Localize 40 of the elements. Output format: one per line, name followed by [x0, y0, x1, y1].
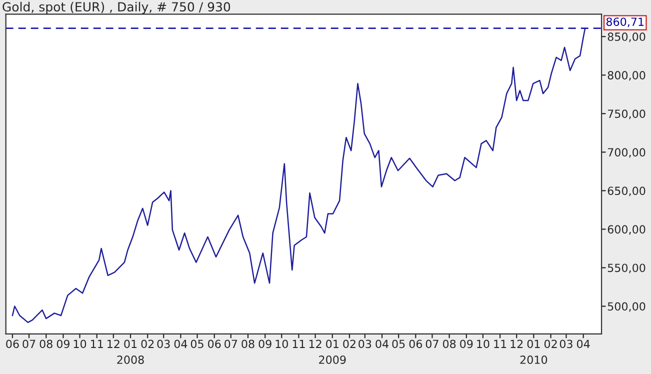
x-tick-label: 07 — [426, 340, 438, 348]
x-tick-label: 10 — [276, 340, 288, 348]
y-tick-label: 750,00 — [608, 110, 646, 120]
y-tick-label: 550,00 — [608, 264, 646, 274]
x-tick-label: 09 — [258, 340, 272, 348]
x-tick-label: 10 — [477, 340, 490, 348]
x-tick-label: 08 — [442, 340, 456, 348]
x-tick-label: 12 — [510, 340, 523, 348]
ref-line-label: 860,71 — [606, 18, 644, 28]
x-tick-label: 03 — [560, 340, 572, 348]
x-tick-label: 03 — [358, 340, 372, 348]
x-tick-label: 06 — [6, 340, 19, 348]
x-tick-label: 05 — [190, 340, 204, 348]
x-tick-label: 04 — [576, 340, 590, 348]
y-tick-label: 850,00 — [608, 32, 646, 42]
x-tick-label: 06 — [409, 340, 422, 348]
x-tick-label: 12 — [309, 340, 322, 348]
y-tick-label: 800,00 — [608, 71, 646, 81]
x-tick-label: 03 — [157, 340, 170, 348]
x-tick-label: 08 — [40, 340, 52, 348]
x-tick-label: 04 — [376, 340, 388, 348]
x-tick-label: 11 — [91, 340, 103, 348]
y-tick-label: 700,00 — [608, 148, 646, 158]
x-tick-label: 11 — [494, 340, 506, 348]
line-series — [12, 28, 586, 324]
x-tick-label: 06 — [208, 340, 221, 348]
x-tick-label: 11 — [292, 340, 305, 348]
x-tick-label: 04 — [174, 340, 188, 348]
chart-title: Gold, spot (EUR) , Daily, # 750 / 930 — [2, 2, 230, 14]
x-tick-label: 09 — [460, 340, 473, 348]
y-tick-label: 650,00 — [608, 186, 646, 196]
x-tick-label: 08 — [242, 340, 254, 348]
x-tick-label: 12 — [108, 340, 120, 348]
y-tick-label: 600,00 — [608, 225, 646, 235]
x-tick-label: 07 — [224, 340, 238, 348]
x-tick-label: 07 — [22, 340, 36, 348]
x-tick-label: 05 — [392, 340, 405, 348]
x-tick-label: 10 — [74, 340, 86, 348]
x-tick-label: 09 — [56, 340, 70, 348]
y-tick-label: 500,00 — [608, 302, 646, 312]
